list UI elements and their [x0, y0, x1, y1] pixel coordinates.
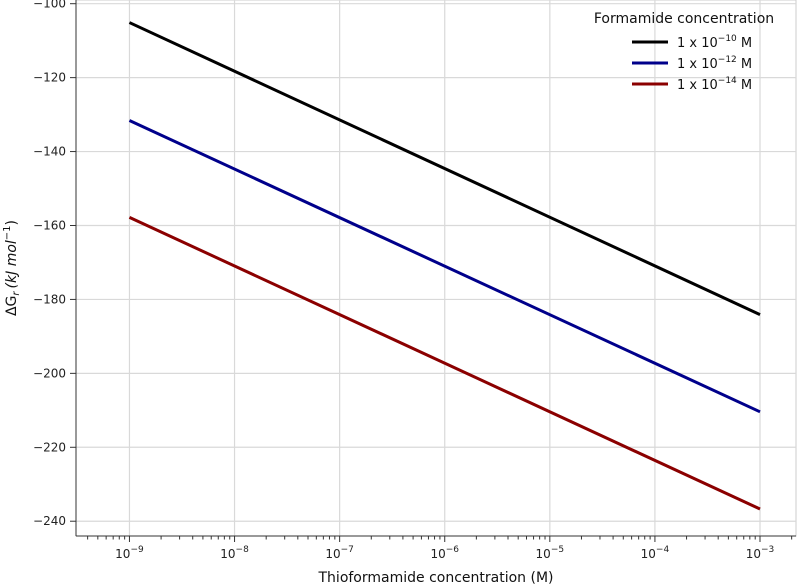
x-tick-label: 10−3	[746, 545, 775, 561]
x-tick-base: 10	[746, 547, 761, 561]
y-axis-title: ΔGr (kJ mol−1)	[2, 220, 22, 316]
x-tick-base: 10	[220, 547, 235, 561]
x-axis: 10−9 10−8 10−7 10−6 10−5 10−4 10−3	[76, 535, 796, 561]
legend-entry-exponent: −12	[718, 55, 737, 65]
y-axis-title-exp: −1	[2, 225, 13, 240]
legend-entry-exponent: −10	[718, 34, 737, 44]
legend-entry-prefix: 1 x 10	[677, 78, 718, 93]
legend-entry-unit: M	[737, 78, 752, 93]
x-tick-exponent: −8	[236, 545, 250, 555]
legend-entry-label: 1 x 10−10 M	[677, 34, 752, 51]
series-line-2	[128, 119, 761, 414]
x-tick-label: 10−6	[430, 545, 459, 561]
x-tick-base: 10	[536, 547, 551, 561]
x-axis-title: Thioformamide concentration (M)	[318, 570, 554, 586]
legend-title: Formamide concentration	[594, 11, 774, 27]
x-tick-exponent: −3	[761, 545, 774, 555]
legend: Formamide concentration 1 x 10−10 M1 x 1…	[594, 11, 774, 93]
x-tick-exponent: −7	[341, 545, 354, 555]
legend-entry-label: 1 x 10−14 M	[677, 76, 752, 93]
x-tick-exponent: −4	[656, 545, 670, 555]
series-lines	[128, 21, 761, 511]
x-tick-label: 10−7	[325, 545, 354, 561]
x-tick-base: 10	[430, 547, 445, 561]
y-tick-label: −120	[33, 71, 66, 85]
y-tick-label: −220	[33, 440, 66, 454]
x-tick-base: 10	[641, 547, 656, 561]
y-axis-title-main: ΔG	[4, 296, 20, 316]
legend-entry-unit: M	[737, 36, 752, 51]
y-tick-label: −160	[33, 218, 66, 232]
legend-items: 1 x 10−10 M1 x 10−12 M1 x 10−14 M	[632, 34, 752, 93]
x-tick-exponent: −9	[130, 545, 144, 555]
y-tick-label: −240	[33, 514, 66, 528]
plot-area	[75, 0, 797, 537]
x-gridlines	[128, 0, 761, 536]
y-tick-label: −140	[33, 145, 66, 159]
y-tick-label: −180	[33, 292, 66, 306]
y-axis-title-close: )	[4, 220, 20, 225]
legend-entry-unit: M	[737, 57, 752, 72]
y-tick-label: −200	[33, 366, 66, 380]
x-tick-exponent: −6	[446, 545, 460, 555]
legend-entry-exponent: −14	[718, 76, 737, 86]
legend-entry-label: 1 x 10−12 M	[677, 55, 752, 72]
x-tick-exponent: −5	[551, 545, 564, 555]
x-tick-label: 10−9	[115, 545, 144, 561]
y-axis-title-units: (kJ mol	[4, 240, 20, 288]
x-tick-label: 10−4	[641, 545, 670, 561]
x-tick-base: 10	[115, 547, 130, 561]
legend-entry-prefix: 1 x 10	[677, 36, 718, 51]
x-tick-label: 10−5	[536, 545, 565, 561]
y-axis-title-sub: r	[11, 291, 22, 296]
legend-entry-prefix: 1 x 10	[677, 57, 718, 72]
series-line-1	[128, 21, 761, 316]
y-tick-label: −100	[33, 0, 66, 11]
x-tick-base: 10	[325, 547, 340, 561]
y-axis: −100 −120 −140 −160 −180 −200 −220 −240	[33, 0, 77, 536]
x-tick-label: 10−8	[220, 545, 249, 561]
series-line-3	[128, 215, 761, 511]
